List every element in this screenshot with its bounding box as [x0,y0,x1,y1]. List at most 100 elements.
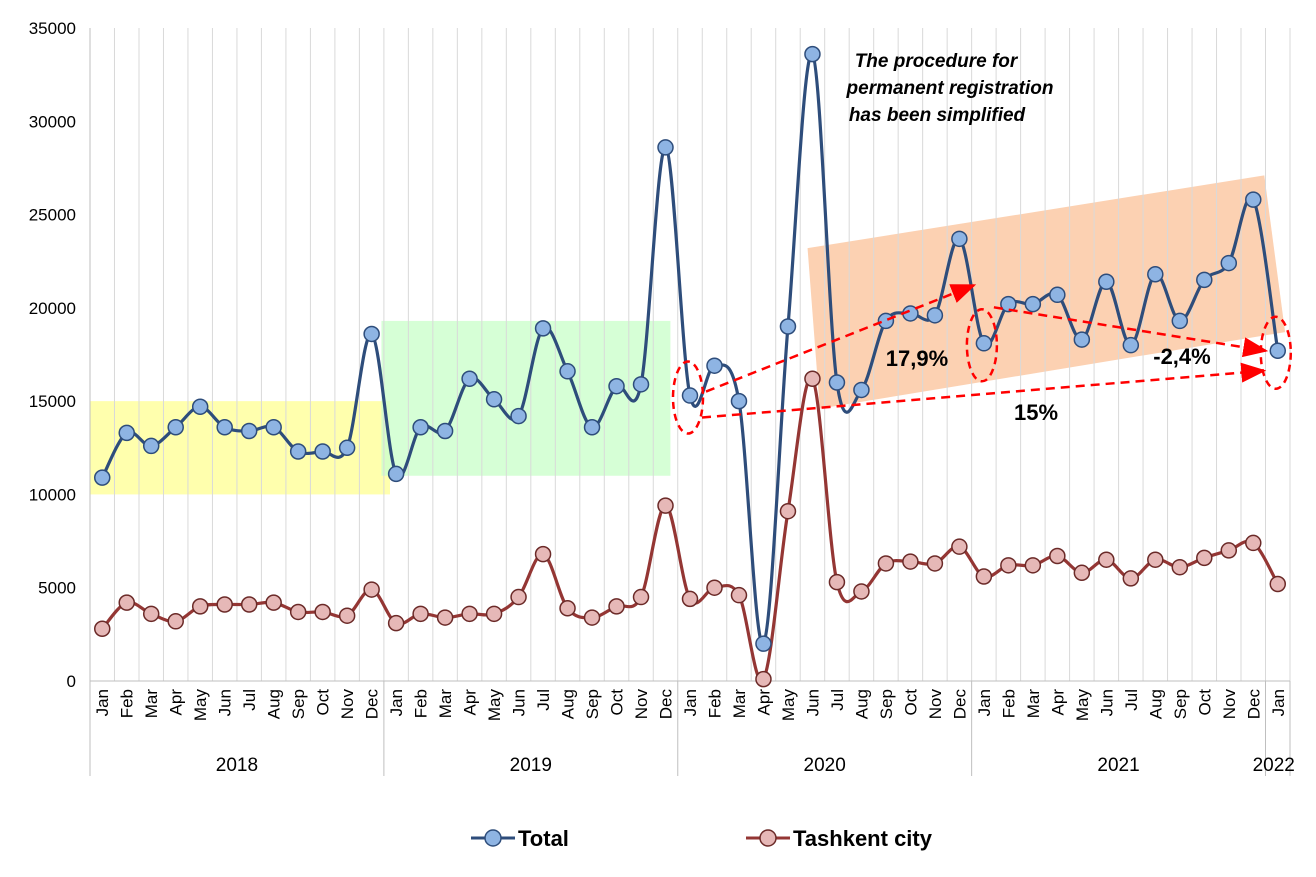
data-point-total [657,139,674,156]
data-point-total [485,391,503,408]
data-point-total [681,387,699,404]
x-tick-label: Feb [999,689,1018,718]
arrow-17-9 [705,284,977,393]
legend: Total Tashkent city [471,826,933,851]
x-tick-label: May [191,689,210,722]
x-tick-label: Sep [289,689,308,719]
data-point-total [436,422,454,440]
data-point-tashkent [1220,542,1238,559]
data-point-tashkent [926,555,944,572]
y-tick-label: 30000 [29,112,76,131]
data-point-tashkent [485,605,503,623]
data-point-total [1049,286,1066,304]
data-point-tashkent [167,613,184,630]
data-point-tashkent [877,555,895,572]
x-tick-label: Nov [338,689,357,720]
data-point-tashkent [755,670,772,688]
grid [89,28,1291,681]
x-tick-label: Oct [901,689,920,716]
data-point-tashkent [510,588,527,606]
data-point-tashkent [265,594,282,611]
data-point-total [289,443,307,460]
x-tick-label: Jul [828,689,847,711]
data-point-tashkent [779,502,797,520]
legend-marker-tashkent [759,829,777,847]
data-point-total [1122,336,1140,354]
data-point-tashkent [1098,551,1115,568]
data-point-total [853,381,870,399]
year-label: 2020 [804,755,846,776]
highlight-trend-2020-2021 [807,175,1286,409]
data-point-total [804,45,821,63]
data-point-tashkent [902,553,919,570]
data-point-tashkent [730,586,748,604]
year-label: 2018 [216,755,258,776]
x-axis-labels: Jan Feb Mar Apr May Jun Jul Aug Sep Oct Nov Dec Jan F… [93,689,1295,776]
data-point-tashkent [1171,558,1189,576]
note-line-2: permanent registration [846,78,1054,99]
data-point-tashkent [975,568,993,585]
data-point-total [1098,273,1115,290]
x-tick-label: May [779,689,798,722]
data-point-total [534,320,552,337]
data-point-tashkent [118,594,135,611]
x-tick-label: Jun [803,689,822,716]
axes [89,28,1291,776]
x-tick-label: Dec [1244,689,1263,720]
y-axis-ticks: 0 5000 10000 15000 20000 25000 30000 35000 [29,19,76,691]
data-point-total [583,419,601,436]
data-point-tashkent [828,573,846,591]
data-point-tashkent [706,579,723,596]
data-point-tashkent [559,599,576,617]
data-point-tashkent [387,614,405,632]
x-tick-label: Aug [559,689,578,719]
data-point-total [240,422,258,440]
x-tick-label: Feb [118,689,137,718]
y-tick-label: 0 [67,672,76,691]
x-tick-label: Jun [216,689,235,716]
x-tick-label: Aug [852,689,871,719]
data-point-total [1073,331,1091,348]
highlight-regions [90,175,1286,495]
arrow-minus-2-4 [993,306,1269,358]
x-tick-label: Jun [510,689,529,716]
data-point-total [167,419,184,436]
x-tick-label: Oct [314,689,333,716]
data-point-tashkent [1024,557,1042,574]
data-point-tashkent [1122,570,1140,587]
data-point-total [779,318,797,335]
data-point-total [314,443,331,460]
data-point-total [1196,271,1213,289]
x-tick-label: Dec [950,689,969,720]
x-tick-label: Oct [608,689,627,716]
data-point-tashkent [314,603,331,621]
data-point-total [387,465,405,483]
x-tick-label: Oct [1195,689,1214,716]
data-point-tashkent [1147,551,1164,568]
y-tick-label: 25000 [29,206,76,225]
y-tick-label: 10000 [29,485,76,504]
legend-label-total: Total [518,826,569,851]
x-tick-label: Dec [657,689,676,720]
data-point-tashkent [240,596,258,613]
data-point-total [461,370,478,388]
data-point-total [608,377,625,395]
data-point-tashkent [534,545,552,563]
data-point-tashkent [191,598,209,615]
data-point-tashkent [461,605,478,623]
data-point-total [755,635,772,652]
data-point-tashkent [436,609,454,626]
data-point-tashkent [804,370,821,388]
data-point-total [118,424,135,442]
data-point-tashkent [363,581,380,598]
x-tick-label: Mar [730,689,749,719]
x-tick-label: Apr [167,689,186,716]
data-point-total [1269,342,1287,360]
x-tick-label: Jan [1269,689,1288,716]
data-point-tashkent [1269,575,1287,593]
data-point-total [363,325,380,343]
data-point-total [1245,191,1262,208]
pct-label-15: 15% [1014,400,1058,425]
x-tick-label: Aug [265,689,284,719]
ellipse-jan-2020 [671,360,705,435]
